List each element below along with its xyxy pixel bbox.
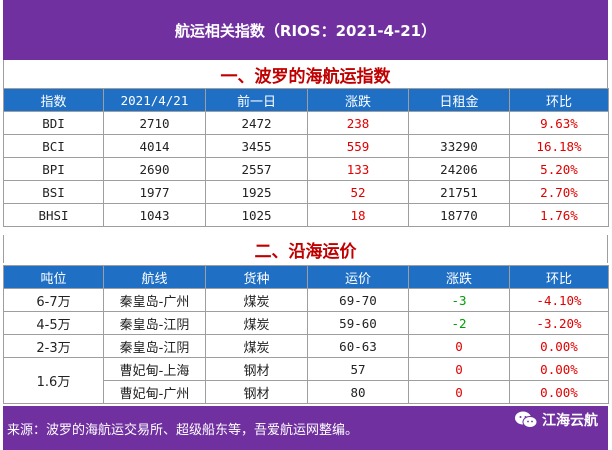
col-header: 涨跌 [307, 88, 409, 112]
daily-rent: 21751 [408, 180, 510, 204]
table-row: 1.6万 曹妃甸-上海 钢材 57 0 0.00% [3, 357, 609, 404]
change-value: 0 [408, 334, 510, 358]
route: 秦皇岛-广州 [103, 288, 206, 312]
index-name: BDI [3, 111, 104, 135]
change-value: 133 [307, 157, 409, 181]
freight-rate: 69-70 [307, 288, 409, 312]
cell-value: 4014 [103, 134, 206, 158]
change-value: 559 [307, 134, 409, 158]
brand-name: 江海云航 [542, 413, 598, 429]
col-header: 2021/4/21 [103, 88, 206, 112]
col-header: 航线 [103, 265, 206, 289]
ratio-value: 0.00% [509, 334, 609, 358]
cargo: 钢材 [205, 357, 308, 381]
section2-title: 二、沿海运价 [3, 235, 608, 263]
route: 曹妃甸-广州 [103, 380, 206, 404]
tonnage: 2-3万 [3, 334, 104, 358]
change-value: 238 [307, 111, 409, 135]
table-row: BDI 2710 2472 238 9.63% [3, 111, 609, 135]
cell-value: 1043 [103, 203, 206, 227]
brand-watermark: 江海云航 [514, 410, 598, 430]
cell-value: 3455 [205, 134, 308, 158]
tonnage: 6-7万 [3, 288, 104, 312]
route: 秦皇岛-江阴 [103, 334, 206, 358]
ratio-value: -3.20% [509, 311, 609, 335]
daily-rent: 24206 [408, 157, 510, 181]
change-value: 0 [408, 380, 510, 404]
cell-value: 2557 [205, 157, 308, 181]
source-note: 来源：波罗的海航运交易所、超级船东等，吾爱航运网整编。 [7, 422, 359, 438]
table-row: 2-3万 秦皇岛-江阴 煤炭 60-63 0 0.00% [3, 334, 609, 358]
ratio-value: 1.76% [509, 203, 609, 227]
section1-title: 一、波罗的海航运指数 [3, 60, 608, 88]
baltic-index-table: 指数 2021/4/21 前一日 涨跌 日租金 环比 BDI 2710 2472… [3, 88, 609, 227]
daily-rent [408, 111, 510, 135]
cell-value: 2472 [205, 111, 308, 135]
page: 航运相关指数（RIOS：2021-4-21） 一、波罗的海航运指数 指数 202… [3, 0, 609, 450]
cargo: 煤炭 [205, 288, 308, 312]
change-value: 0 [408, 357, 510, 381]
ratio-value: 2.70% [509, 180, 609, 204]
ratio-value: 0.00% [509, 357, 609, 381]
table-row: 6-7万 秦皇岛-广州 煤炭 69-70 -3 -4.10% [3, 288, 609, 312]
freight-rate: 60-63 [307, 334, 409, 358]
index-name: BSI [3, 180, 104, 204]
freight-rate: 80 [307, 380, 409, 404]
cell-value: 2710 [103, 111, 206, 135]
cell-value: 1925 [205, 180, 308, 204]
route: 秦皇岛-江阴 [103, 311, 206, 335]
freight-rate: 57 [307, 357, 409, 381]
freight-rate: 59-60 [307, 311, 409, 335]
col-header: 日租金 [408, 88, 510, 112]
cell-value: 1977 [103, 180, 206, 204]
table-row: BSI 1977 1925 52 21751 2.70% [3, 180, 609, 204]
col-header: 吨位 [3, 265, 104, 289]
coastal-freight-table: 吨位 航线 货种 运价 涨跌 环比 6-7万 秦皇岛-广州 煤炭 69-70 -… [3, 265, 609, 404]
tonnage: 4-5万 [3, 311, 104, 335]
footer: 来源：波罗的海航运交易所、超级船东等，吾爱航运网整编。 江海云航 [3, 406, 608, 450]
table-row: BCI 4014 3455 559 33290 16.18% [3, 134, 609, 158]
table-row: BHSI 1043 1025 18 18770 1.76% [3, 203, 609, 227]
cargo: 煤炭 [205, 334, 308, 358]
ratio-value: 5.20% [509, 157, 609, 181]
index-name: BPI [3, 157, 104, 181]
index-name: BHSI [3, 203, 104, 227]
col-header: 环比 [509, 88, 609, 112]
cell-value: 2690 [103, 157, 206, 181]
wechat-icon [514, 410, 538, 430]
page-title: 航运相关指数（RIOS：2021-4-21） [3, 0, 608, 60]
cargo: 钢材 [205, 380, 308, 404]
ratio-value: 9.63% [509, 111, 609, 135]
table-header-row: 指数 2021/4/21 前一日 涨跌 日租金 环比 [3, 88, 609, 112]
cell-value: 1025 [205, 203, 308, 227]
index-name: BCI [3, 134, 104, 158]
ratio-value: 16.18% [509, 134, 609, 158]
daily-rent: 33290 [408, 134, 510, 158]
change-value: 18 [307, 203, 409, 227]
table-row: BPI 2690 2557 133 24206 5.20% [3, 157, 609, 181]
col-header: 运价 [307, 265, 409, 289]
cargo: 煤炭 [205, 311, 308, 335]
col-header: 环比 [509, 265, 609, 289]
change-value: -2 [408, 311, 510, 335]
col-header: 货种 [205, 265, 308, 289]
ratio-value: 0.00% [509, 380, 609, 404]
change-value: -3 [408, 288, 510, 312]
table-row: 曹妃甸-广州 钢材 80 0 0.00% [4, 380, 609, 404]
route: 曹妃甸-上海 [103, 357, 206, 381]
ratio-value: -4.10% [509, 288, 609, 312]
col-header: 前一日 [205, 88, 308, 112]
change-value: 52 [307, 180, 409, 204]
table-row: 4-5万 秦皇岛-江阴 煤炭 59-60 -2 -3.20% [3, 311, 609, 335]
col-header: 涨跌 [408, 265, 510, 289]
tonnage: 1.6万 [3, 357, 104, 404]
table-header-row: 吨位 航线 货种 运价 涨跌 环比 [3, 265, 609, 289]
daily-rent: 18770 [408, 203, 510, 227]
col-header: 指数 [3, 88, 104, 112]
